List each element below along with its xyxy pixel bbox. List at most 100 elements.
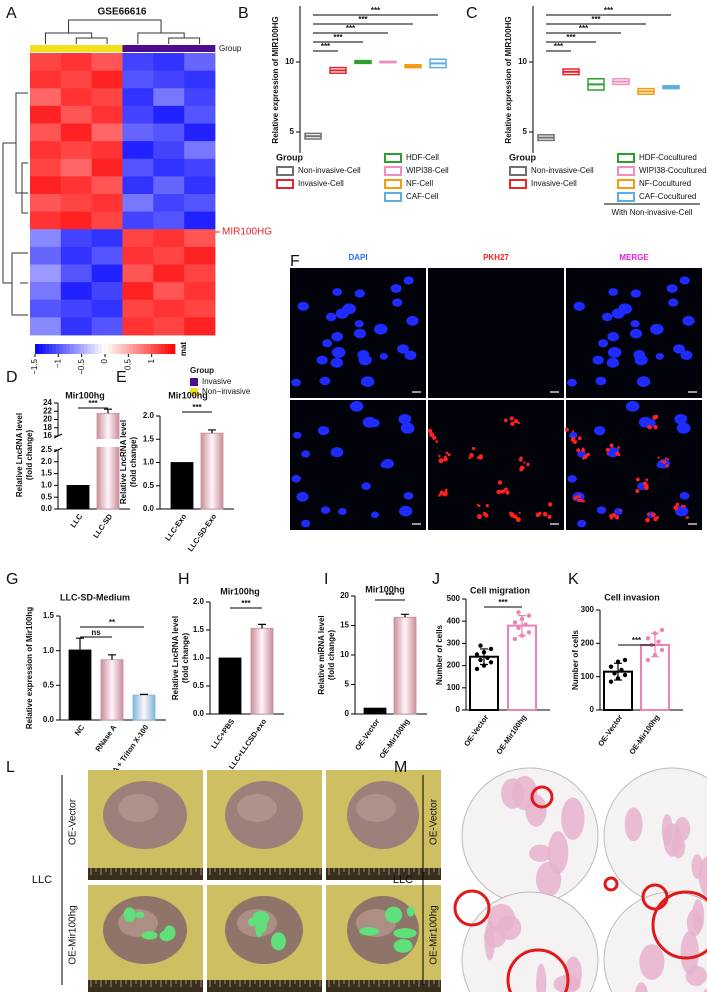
pkh27-signal	[501, 489, 506, 494]
legend-title: Group	[509, 152, 536, 162]
heatmap-cell	[91, 158, 123, 177]
heatmap-cell	[153, 229, 185, 248]
error-bar	[258, 623, 266, 629]
group-bar	[122, 45, 154, 52]
data-point	[485, 655, 490, 661]
nucleus	[398, 413, 412, 425]
data-point	[656, 639, 661, 644]
nucleus	[682, 315, 695, 326]
pkh27-signal	[477, 504, 481, 508]
heatmap-cell	[122, 70, 154, 89]
y-axis-label: Relative LncRNA level	[119, 420, 128, 504]
y-tick-label: 2.5	[41, 445, 53, 454]
nucleus	[592, 355, 604, 365]
heatmap-cell	[91, 53, 123, 72]
heatmap-cell	[184, 105, 216, 124]
nucleus	[319, 376, 331, 386]
data-point	[619, 667, 624, 673]
tumor-fluorescence	[359, 927, 380, 936]
y-tick-label: 1.0	[143, 458, 155, 467]
tumor-fluorescence	[141, 931, 158, 940]
y-tick-label: 0.5	[43, 680, 55, 689]
heatmap-cell	[60, 299, 93, 318]
y-tick-label: 5	[523, 127, 528, 136]
heatmap-cell	[122, 211, 154, 230]
nucleus	[576, 519, 587, 528]
legend-swatch	[617, 166, 635, 176]
colorbar-segment	[171, 344, 176, 354]
significance-label: ***	[241, 599, 251, 608]
pkh27-signal	[660, 460, 664, 463]
pkh27-signal	[471, 446, 476, 451]
y-tick-label: 500	[447, 594, 461, 603]
panel-letter: A	[6, 5, 17, 22]
tissue	[703, 987, 707, 992]
nucleus	[291, 475, 301, 483]
y-tick-label: 20	[340, 591, 349, 600]
legend-label: Invasive	[202, 377, 232, 386]
bar-break	[96, 439, 120, 447]
data-point	[488, 646, 494, 652]
heatmap-cell	[153, 105, 185, 124]
heatmap-cell	[122, 299, 154, 318]
data-point	[526, 613, 532, 618]
bar	[170, 462, 194, 510]
heatmap-cell	[30, 211, 62, 230]
legend-label: HDF-Cell	[406, 153, 439, 162]
y-tick-label: 100	[581, 672, 595, 681]
pkh27-signal	[644, 485, 649, 491]
legend-swatch	[509, 166, 527, 176]
data-point	[516, 625, 521, 631]
pkh27-signal	[571, 436, 576, 440]
heatmap-cell	[184, 176, 216, 195]
data-point	[652, 652, 658, 658]
heatmap-cell	[122, 158, 154, 177]
nucleus	[634, 354, 648, 366]
nucleus	[679, 491, 690, 500]
tissue	[698, 856, 707, 896]
row-group-label: LLC	[32, 874, 52, 886]
tumor-fluorescence	[271, 932, 286, 951]
pkh27-signal	[635, 489, 640, 493]
significance-label: ***	[579, 24, 589, 33]
data-point	[481, 650, 487, 655]
significance-label: ***	[371, 6, 381, 15]
y-axis-label: Relative expression of MIR100HG	[271, 16, 280, 143]
tumor-ring	[453, 889, 491, 927]
heatmap-cell	[153, 176, 185, 195]
colorbar-segment	[129, 344, 134, 354]
significance-label: **	[109, 618, 116, 627]
heatmap-cell	[122, 282, 154, 301]
pkh27-signal	[438, 454, 441, 458]
pkh27-signal	[673, 505, 679, 511]
pkh27-signal	[485, 503, 489, 508]
heatmap-cell	[60, 176, 93, 195]
y-tick-label: 16	[43, 431, 52, 440]
y-axis-label: Relative miRNA level	[317, 615, 326, 694]
legend-label: HDF-Cocultured	[639, 153, 697, 162]
pkh27-signal	[442, 492, 448, 497]
tissue	[680, 931, 699, 975]
bar	[250, 627, 274, 715]
data-point	[645, 636, 651, 641]
colorbar-segment	[80, 344, 85, 354]
pkh27-signal	[582, 499, 585, 503]
ruler	[207, 980, 322, 992]
pkh27-signal	[515, 517, 521, 523]
column-dendrogram	[44, 19, 201, 44]
legend-label: Invasive-Cell	[298, 179, 344, 188]
heatmap-cell	[122, 264, 154, 283]
pkh27-signal	[645, 478, 649, 482]
pkh27-signal	[571, 430, 575, 433]
nucleus	[354, 289, 366, 298]
heatmap-cell	[184, 317, 216, 336]
legend-swatch	[384, 166, 402, 176]
nucleus	[404, 350, 417, 360]
heatmap-cell	[60, 246, 93, 265]
heatmap-cell	[122, 229, 154, 248]
colorbar-segment	[150, 344, 155, 354]
pkh27-signal	[579, 499, 583, 503]
heatmap-cell	[30, 299, 62, 318]
ruler	[88, 980, 203, 992]
heatmap-cell	[91, 105, 123, 124]
